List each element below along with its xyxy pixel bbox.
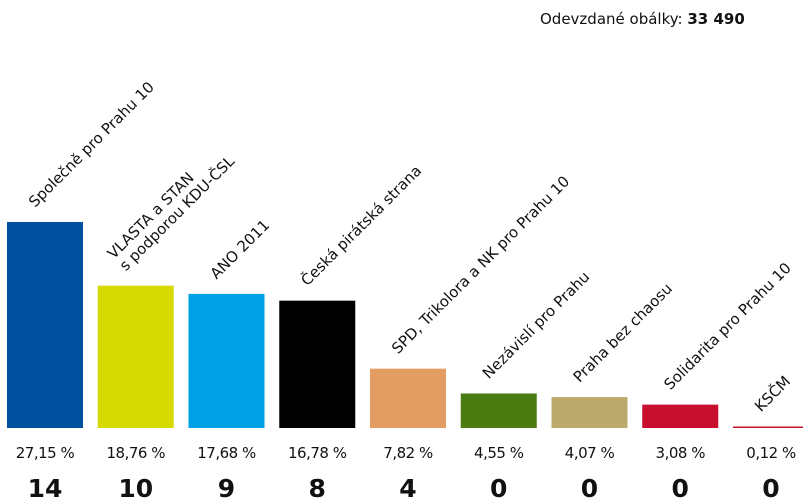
party-label: KSČM [750, 372, 794, 416]
bar [97, 285, 174, 428]
party-label: Solidarita pro Prahu 10 [660, 259, 795, 394]
party-label-line: Nezávislí pro Prahu [479, 268, 594, 383]
percent-label: 3,08 % [656, 444, 706, 462]
party-label: Nezávislí pro Prahu [479, 268, 594, 383]
party-label: SPD, Trikolora a NK pro Prahu 10 [388, 172, 573, 357]
seats-label: 8 [309, 474, 326, 503]
percent-label: 17,68 % [197, 444, 256, 462]
envelopes-label: Odevzdané obálky: [540, 10, 683, 28]
party-label-line: KSČM [750, 372, 794, 416]
seats-label: 0 [581, 474, 598, 503]
party-label-line: Společně pro Prahu 10 [25, 78, 158, 211]
party-label: Praha bez chaosu [570, 280, 676, 386]
party-label-line: SPD, Trikolora a NK pro Prahu 10 [388, 172, 573, 357]
bar [551, 397, 628, 428]
seats-label: 0 [672, 474, 689, 503]
seats-label: 0 [762, 474, 779, 503]
seats-label: 10 [118, 474, 153, 503]
party-label: Společně pro Prahu 10 [25, 78, 158, 211]
percent-label: 4,07 % [565, 444, 615, 462]
seats-label: 14 [28, 474, 63, 503]
envelopes-count: 33 490 [687, 10, 744, 28]
bar [7, 222, 83, 428]
party-label-line: Solidarita pro Prahu 10 [660, 259, 795, 394]
envelopes-header: Odevzdané obálky: 33 490 [540, 10, 745, 28]
percent-label: 7,82 % [383, 444, 433, 462]
party-label-line: ANO 2011 [207, 216, 274, 283]
seats-label: 4 [399, 474, 416, 503]
bar [642, 404, 719, 428]
percent-label: 16,78 % [288, 444, 347, 462]
party-label-line: Česká pirátská strana [297, 161, 426, 290]
bar [733, 426, 803, 428]
percent-label: 27,15 % [16, 444, 75, 462]
bar [279, 300, 356, 428]
party-label: Česká pirátská strana [297, 161, 426, 290]
bar [370, 368, 446, 428]
bar [460, 393, 537, 428]
percent-label: 0,12 % [746, 444, 796, 462]
bar [188, 293, 265, 428]
percent-label: 18,76 % [107, 444, 166, 462]
party-label-line: Praha bez chaosu [570, 280, 676, 386]
party-label: ANO 2011 [207, 216, 274, 283]
seats-label: 9 [218, 474, 235, 503]
seats-label: 0 [490, 474, 507, 503]
party-label: VLASTA a STANs podporou KDU-ČSL [104, 140, 239, 275]
percent-label: 4,55 % [474, 444, 524, 462]
